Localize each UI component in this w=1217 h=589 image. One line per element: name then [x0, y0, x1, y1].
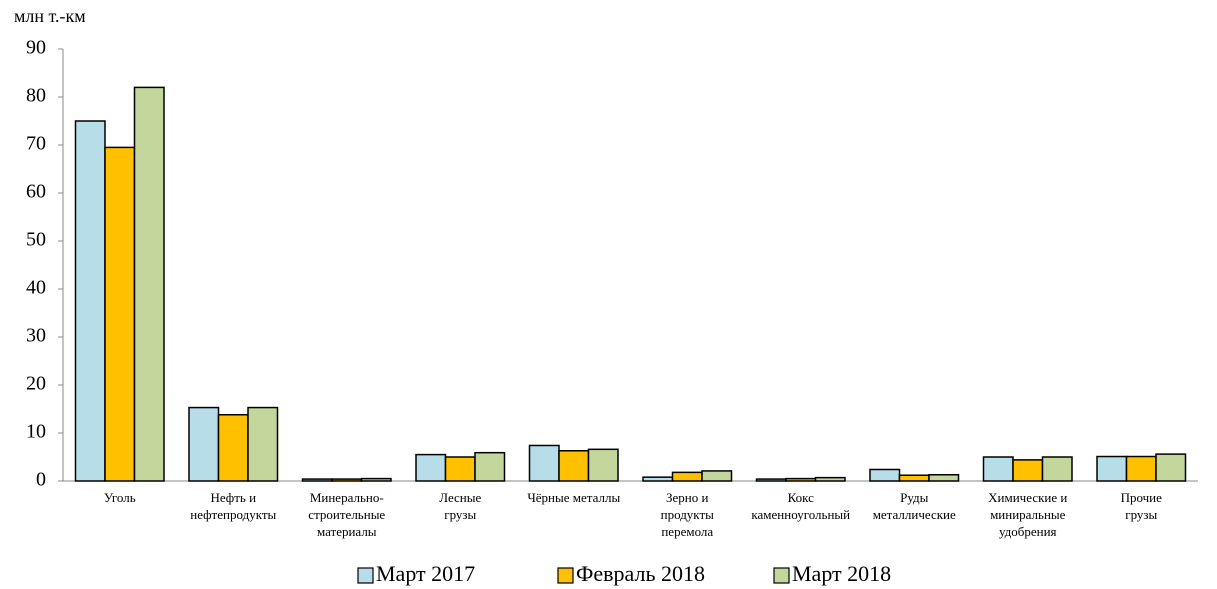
x-tick-label: Руды металлические [872, 490, 956, 522]
x-tick-label: Химические и миниральные удобрения [988, 490, 1068, 539]
x-tick-label-box: Зерно и продукты перемола [660, 490, 714, 539]
legend-swatch [357, 567, 374, 584]
bar [701, 470, 733, 482]
x-tick-label-box: Кокс каменноугольный [751, 490, 851, 522]
bar [1096, 455, 1128, 482]
bar [814, 476, 846, 482]
x-tick-label-box: Химические и миниральные удобрения [988, 490, 1068, 539]
x-tick-label-box: Лесные грузы [439, 490, 482, 522]
bar [642, 476, 674, 482]
bar [301, 478, 333, 482]
bar [133, 86, 165, 482]
legend-label: Март 2018 [792, 561, 891, 586]
bar [982, 456, 1014, 482]
bar [528, 444, 560, 482]
y-tick-label: 80 [26, 85, 46, 107]
y-tick-label: 40 [26, 277, 46, 299]
x-tick-label: Прочие грузы [1120, 490, 1162, 522]
x-tick-label-box: Нефть и нефтепродукты [190, 490, 277, 522]
x-tick-label: Зерно и продукты перемола [660, 490, 714, 539]
x-tick-label: Уголь [103, 490, 136, 505]
x-tick-label-box: Чёрные металлы [527, 490, 621, 505]
y-tick-label: 70 [26, 133, 46, 155]
bar [104, 146, 136, 482]
bar [415, 453, 447, 482]
y-tick-label: 20 [26, 373, 46, 395]
bar [1155, 453, 1187, 482]
bar [217, 414, 249, 482]
x-tick-label-box: Прочие грузы [1120, 490, 1162, 522]
bar [444, 456, 476, 482]
bar [1012, 459, 1044, 482]
bar [474, 451, 506, 482]
x-tick-label-box: Руды металлические [872, 490, 956, 522]
legend-label: Февраль 2018 [576, 561, 705, 586]
y-tick-label: 10 [26, 421, 46, 443]
bar [247, 406, 279, 482]
x-tick-label-box: Минерально- строительные материалы [308, 490, 386, 539]
bar [898, 474, 930, 482]
bar [1125, 455, 1157, 482]
bar [1041, 456, 1073, 482]
bar [587, 448, 619, 482]
x-tick-label-box: Уголь [103, 490, 136, 505]
bar [188, 406, 220, 482]
y-tick-label: 50 [26, 229, 46, 251]
bar [671, 471, 703, 482]
bar [928, 474, 960, 482]
y-tick-label: 0 [36, 469, 46, 491]
bar [558, 450, 590, 482]
legend-swatch [773, 567, 790, 584]
x-tick-label: Минерально- строительные материалы [308, 490, 386, 539]
bar [74, 120, 106, 482]
y-tick-label: 60 [26, 181, 46, 203]
bar [331, 478, 363, 482]
legend-label: Март 2017 [376, 561, 475, 586]
bar [755, 478, 787, 482]
bar [360, 477, 392, 482]
y-tick-label: 90 [26, 37, 46, 59]
bar [869, 468, 901, 482]
bar [785, 477, 817, 482]
legend-swatch [557, 567, 574, 584]
x-tick-label: Чёрные металлы [527, 490, 621, 505]
x-tick-label: Кокс каменноугольный [751, 490, 851, 522]
x-tick-label: Нефть и нефтепродукты [190, 490, 277, 522]
y-axis-label: млн т.-км [14, 6, 86, 26]
y-tick-label: 30 [26, 325, 46, 347]
x-tick-label: Лесные грузы [439, 490, 482, 522]
